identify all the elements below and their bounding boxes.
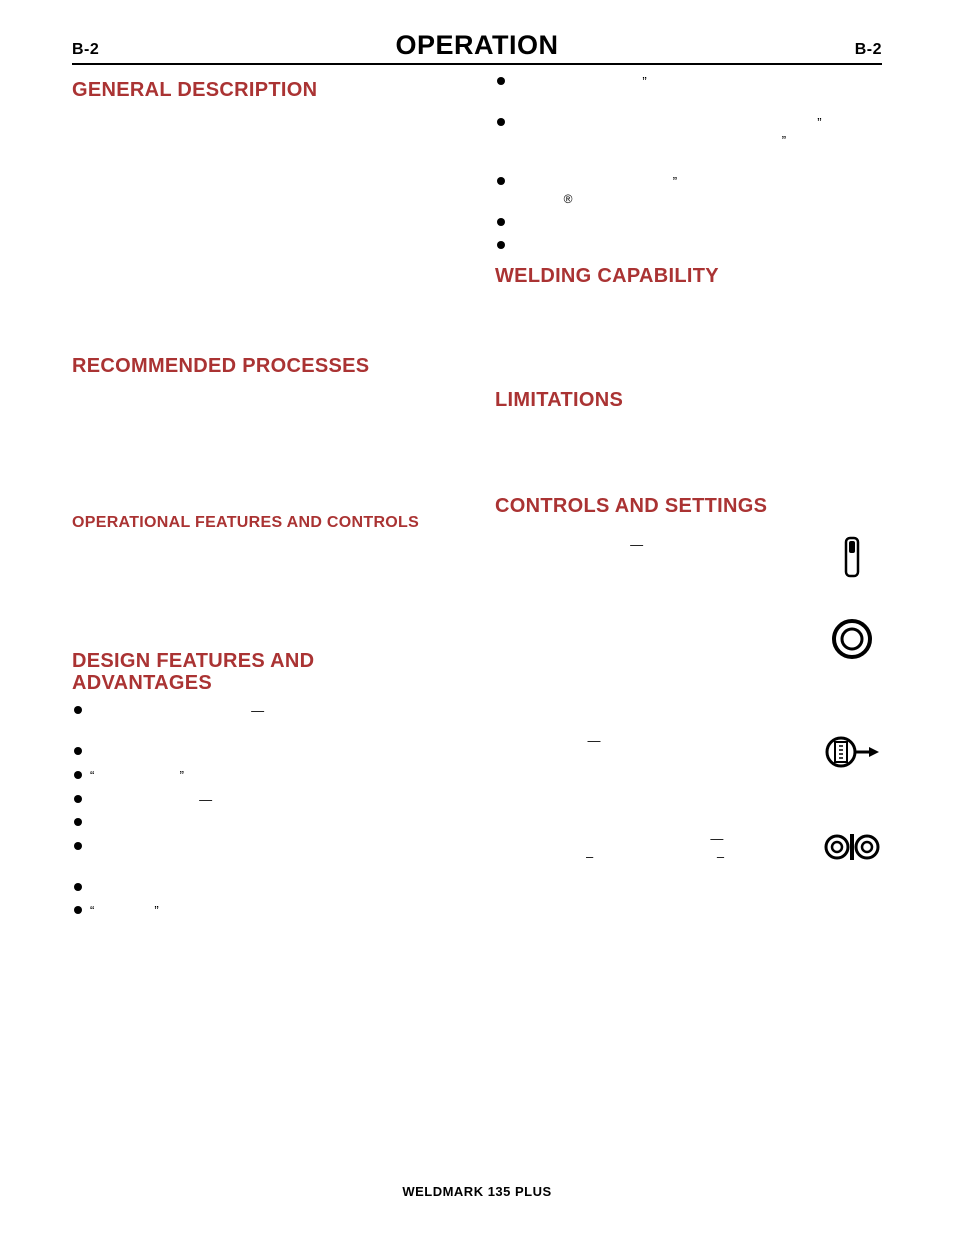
page-header: B-2 OPERATION B-2 (72, 30, 882, 65)
para-rec: The WELDMARK 135 PLUS with K610-1 MIG Co… (72, 386, 459, 474)
para-lim-2: The WELDMARK 135 PLUS is not recommended… (495, 449, 882, 467)
list-item: Multiple step Switch control — provides … (72, 702, 459, 737)
design-features-list: Multiple step Switch control — provides … (72, 702, 459, 919)
control-text: Power ON/OFF Switch — When the power is … (495, 536, 808, 589)
power-switch-icon (822, 536, 882, 578)
list-item: Reversible gun for — Left or right hand … (72, 791, 459, 809)
para-op-2: Full range Wire Speed Control Four Posit… (72, 587, 459, 622)
list-item: Easy to install gun liner for quick main… (72, 814, 459, 832)
control-row-wirespeed: Wire Speed — Controls the wire speed fro… (495, 616, 882, 704)
para-lim-1: Arc gouging cannot be performed with the… (495, 420, 882, 438)
list-item: Accommodates .025” - .035” (0.6-0.9 mm) … (495, 173, 882, 208)
heading-limitations: LIMITATIONS (495, 389, 882, 412)
left-column: GENERAL DESCRIPTION The WELDMARK 135 PLU… (72, 73, 459, 930)
control-row-voltage: Voltage Control — A switch control that … (495, 732, 882, 802)
para-weld-cap: The WELDMARK 135 PLUS is rated at 88 amp… (495, 296, 882, 349)
para-op-1: The WELDMARK 135 PLUS has the following … (72, 540, 459, 575)
polarity-icon (822, 830, 882, 864)
list-item: “Cold Electrode” until gun trigger press… (72, 767, 459, 785)
right-column: Accommodates both 4” (100 mm) and 8” (20… (495, 73, 882, 930)
header-left: B-2 (72, 41, 99, 59)
heading-controls-settings: CONTROLS AND SETTINGS (495, 495, 882, 518)
voltage-knob-icon (822, 732, 882, 772)
control-text: Voltage Control — A switch control that … (495, 732, 808, 802)
list-item: Full Range Wire Speed control. (72, 743, 459, 761)
list-item: 8” (200 mm) spool capacity. (72, 879, 459, 897)
page-footer: WELDMARK 135 PLUS (0, 1184, 954, 1199)
control-text: Polarity Changeover, Inside Machine — Pr… (495, 830, 808, 865)
heading-welding-capability: WELDING CAPABILITY (495, 265, 882, 288)
list-item: Accommodates both 4” (100 mm) and 8” (20… (495, 73, 882, 108)
control-row-polarity: Polarity Changeover, Inside Machine — Pr… (495, 830, 882, 865)
list-item: Inside Cover Procedure Decal with recomm… (72, 838, 459, 873)
header-center: OPERATION (99, 30, 854, 61)
heading-general-description: GENERAL DESCRIPTION (72, 79, 459, 102)
heading-design-features: DESIGN FEATURES AND ADVANTAGES (72, 650, 459, 694)
list-item: Extension cord compatible. (495, 237, 882, 255)
control-text: Wire Speed — Controls the wire speed fro… (495, 616, 808, 704)
right-top-list: Accommodates both 4” (100 mm) and 8” (20… (495, 73, 882, 255)
heading-operational-features: OPERATIONAL FEATURES AND CONTROLS (72, 514, 459, 532)
header-right: B-2 (855, 41, 882, 59)
heading-recommended-processes: RECOMMENDED PROCESSES (72, 355, 459, 378)
control-row-power: Power ON/OFF Switch — When the power is … (495, 536, 882, 589)
para-gen-2: The WELDMARK 135 PLUS is ideally suited … (72, 227, 459, 315)
list-item: Reversible drive roll with two grooves —… (495, 114, 882, 167)
dial-icon (822, 616, 882, 662)
list-item: “No Hassle” Quick-release drive roll ten… (72, 902, 459, 920)
list-item: Easy spool change. (495, 214, 882, 232)
para-gen-1: The WELDMARK 135 PLUS is a complete semi… (72, 110, 459, 215)
